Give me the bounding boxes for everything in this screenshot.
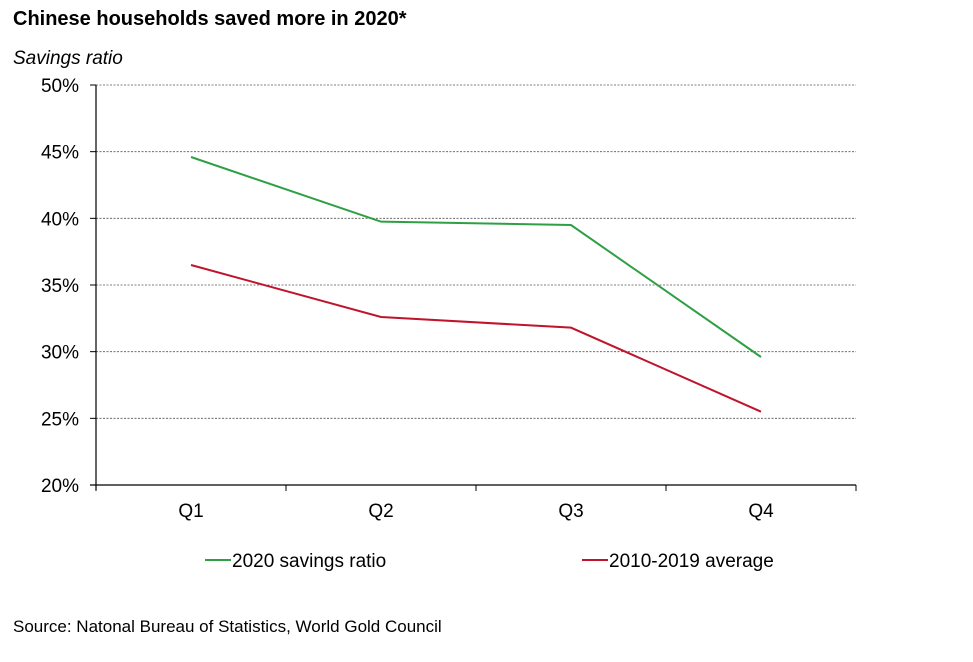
y-tick-label: 35% bbox=[41, 276, 79, 297]
y-axis-ticks: 20% 25% 30% 35% 40% 45% 50% bbox=[41, 76, 96, 497]
y-tick-label: 50% bbox=[41, 76, 79, 97]
legend-label: 2010-2019 average bbox=[609, 551, 774, 572]
y-tick-label: 45% bbox=[41, 143, 79, 164]
x-tick-label: Q2 bbox=[368, 501, 393, 522]
x-tick-label: Q4 bbox=[748, 501, 774, 522]
x-axis-ticks: Q1 Q2 Q3 Q4 bbox=[95, 485, 857, 522]
gridlines bbox=[96, 84, 856, 419]
y-tick-label: 30% bbox=[41, 343, 79, 364]
legend-label: 2020 savings ratio bbox=[232, 551, 386, 572]
chart-title: Chinese households saved more in 2020* bbox=[13, 8, 407, 30]
x-tick-label: Q3 bbox=[558, 501, 583, 522]
y-tick-label: 40% bbox=[41, 209, 79, 230]
series-lines bbox=[190, 156, 762, 413]
legend: 2020 savings ratio 2010-2019 average bbox=[205, 551, 774, 572]
series-line-2020-savings-ratio bbox=[190, 156, 762, 358]
y-tick-label: 20% bbox=[41, 476, 79, 497]
source-note: Source: Natonal Bureau of Statistics, Wo… bbox=[13, 617, 442, 636]
series-line-2010-2019-average bbox=[190, 264, 762, 413]
y-tick-label: 25% bbox=[41, 409, 79, 430]
y-axis-title: Savings ratio bbox=[13, 48, 123, 69]
x-tick-label: Q1 bbox=[178, 501, 203, 522]
